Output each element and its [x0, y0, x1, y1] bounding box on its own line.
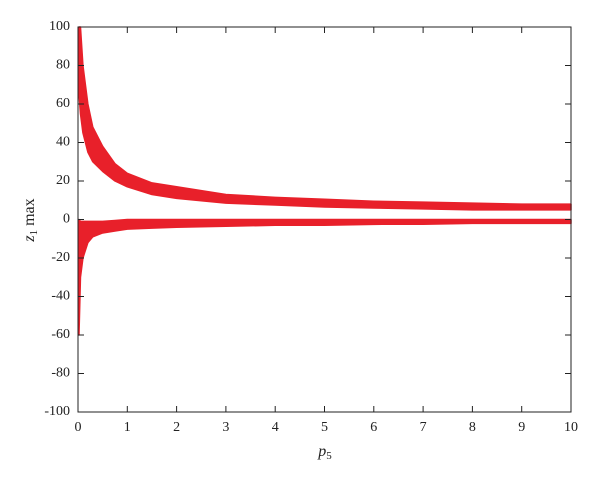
x-tick-label: 5	[321, 420, 328, 435]
x-tick-label: 7	[420, 420, 427, 435]
x-tick-label: 1	[124, 420, 131, 435]
band	[78, 26, 572, 211]
x-label-sub: 5	[326, 450, 332, 462]
x-tick-label: 9	[518, 420, 525, 435]
y-tick-label: 80	[56, 58, 70, 73]
x-tick-label: 3	[222, 420, 229, 435]
y-label-main: z	[21, 235, 38, 243]
x-tick-label: 8	[469, 420, 476, 435]
x-tick-label: 0	[75, 420, 82, 435]
y-tick-label: 60	[56, 96, 70, 111]
x-tick-label: 6	[370, 420, 377, 435]
y-tick-label: 0	[63, 212, 70, 227]
x-tick-label: 2	[173, 420, 180, 435]
x-axis-label: p5	[317, 443, 332, 462]
y-tick-label: 40	[56, 135, 70, 150]
y-label-sub: 1	[28, 230, 40, 236]
y-label-suffix: max	[21, 198, 38, 226]
y-tick-label: 100	[49, 19, 70, 34]
y-tick-label: -60	[51, 327, 70, 342]
x-tick-label: 10	[564, 420, 578, 435]
y-tick-label: 20	[56, 173, 70, 188]
band	[78, 218, 572, 336]
y-axis-label: z1 max	[21, 198, 40, 242]
y-tick-label: -40	[51, 289, 70, 304]
y-tick-label: -80	[51, 366, 70, 381]
x-tick-label: 4	[272, 420, 279, 435]
y-tick-label: -100	[44, 404, 70, 419]
y-tick-label: -20	[51, 250, 70, 265]
x-label-main: p	[317, 443, 326, 460]
